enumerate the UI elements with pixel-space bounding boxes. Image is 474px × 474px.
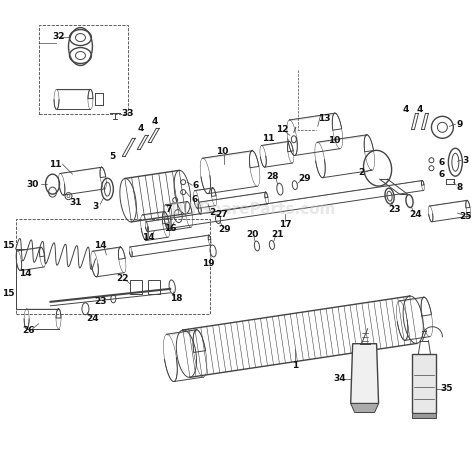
Text: 3: 3 [92, 201, 99, 210]
Text: 12: 12 [275, 125, 288, 134]
Text: 14: 14 [94, 241, 107, 250]
Text: 24: 24 [409, 210, 422, 219]
Text: 4: 4 [137, 124, 144, 133]
Polygon shape [351, 344, 379, 403]
Bar [16, 219, 210, 314]
Text: 34: 34 [333, 374, 346, 383]
Text: 29: 29 [219, 225, 231, 234]
Text: 1: 1 [292, 361, 298, 370]
Text: 33: 33 [121, 109, 134, 118]
Text: 14: 14 [19, 269, 32, 278]
Text: 2: 2 [358, 168, 365, 177]
Text: 5: 5 [109, 152, 116, 161]
Text: 16: 16 [164, 224, 176, 233]
Text: 6: 6 [193, 181, 199, 190]
Text: 31: 31 [69, 198, 82, 207]
Bar [38, 25, 128, 114]
Text: 20: 20 [246, 229, 258, 238]
Text: 6: 6 [438, 158, 445, 167]
Text: 15: 15 [2, 241, 15, 250]
Text: 27: 27 [216, 210, 228, 219]
Text: 8: 8 [456, 182, 463, 191]
Text: 9: 9 [456, 120, 463, 129]
Text: 26: 26 [22, 326, 35, 335]
Polygon shape [351, 403, 379, 412]
Text: 35: 35 [440, 384, 453, 393]
Text: 4: 4 [152, 117, 158, 126]
Text: 10: 10 [216, 147, 228, 156]
Text: 6: 6 [191, 195, 197, 204]
Text: 14: 14 [142, 234, 155, 243]
Text: 25: 25 [459, 211, 472, 220]
Text: 6: 6 [438, 170, 445, 179]
Text: 22: 22 [116, 274, 128, 283]
Text: 3: 3 [462, 156, 468, 165]
Text: 4: 4 [416, 105, 423, 114]
Text: 4: 4 [402, 105, 409, 114]
Text: 21: 21 [272, 229, 284, 238]
Text: 23: 23 [388, 205, 401, 214]
Polygon shape [412, 354, 437, 413]
Text: 10: 10 [328, 136, 341, 145]
Text: 15: 15 [2, 289, 15, 298]
Text: 30: 30 [27, 180, 39, 189]
Text: 28: 28 [267, 172, 279, 181]
Text: 7: 7 [165, 205, 172, 214]
Text: 11: 11 [49, 160, 62, 169]
Text: 17: 17 [279, 219, 291, 228]
Text: 32: 32 [52, 32, 65, 41]
Text: 24: 24 [86, 314, 99, 323]
Text: 18: 18 [170, 294, 182, 303]
Text: 29: 29 [299, 173, 311, 182]
Text: DIYSpareParts.com: DIYSpareParts.com [170, 201, 336, 217]
Text: 2: 2 [209, 208, 215, 217]
Text: 19: 19 [202, 259, 214, 268]
Bar [130, 280, 142, 294]
Text: 13: 13 [319, 114, 331, 123]
Polygon shape [412, 413, 437, 419]
Bar [148, 280, 160, 294]
Text: 11: 11 [262, 134, 274, 143]
Text: 23: 23 [94, 297, 107, 306]
